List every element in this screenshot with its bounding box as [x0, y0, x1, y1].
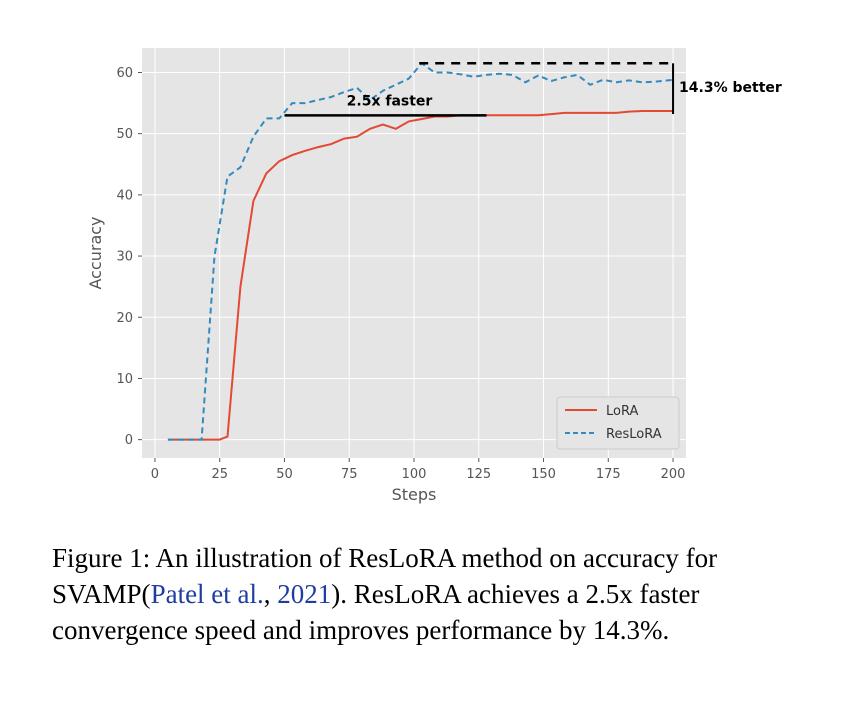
x-axis-label: Steps: [392, 485, 437, 504]
y-tick-label: 10: [116, 372, 133, 387]
x-tick-label: 200: [661, 467, 686, 482]
x-tick-label: 125: [466, 467, 491, 482]
y-axis-label: Accuracy: [86, 216, 105, 289]
legend: LoRA ResLoRA: [556, 396, 680, 450]
y-tick-label: 30: [116, 250, 133, 265]
caption-cite-separator: ,: [263, 579, 278, 609]
y-tick-label: 0: [125, 433, 133, 448]
y-tick-label: 60: [116, 66, 133, 81]
x-tick-label: 0: [151, 467, 159, 482]
x-tick-label: 100: [402, 467, 427, 482]
faster-annotation: 2.5x faster: [347, 93, 433, 109]
accuracy-line-chart: 0 25 50 75 100 125 150 175 200 0 10 20 30 40 50 60 2.5x…: [86, 48, 782, 504]
x-tick-label: 25: [211, 467, 228, 482]
annotations: 2.5x faster 14.3% better: [284, 62, 782, 117]
caption-suffix: ). ResLoRA achieves a 2.5x faster conver…: [52, 579, 700, 645]
axis-ticks: 0 25 50 75 100 125 150 175 200 0 10 20 30 40 50 60: [116, 66, 685, 482]
x-tick-label: 175: [596, 467, 621, 482]
x-tick-label: 150: [531, 467, 556, 482]
citation-author-link[interactable]: Patel et al.: [150, 579, 264, 609]
better-annotation: 14.3% better: [679, 80, 782, 96]
series-line-lora: [167, 110, 673, 441]
x-tick-label: 50: [276, 467, 293, 482]
legend-lora-label: LoRA: [606, 404, 638, 419]
x-tick-label: 75: [341, 467, 358, 482]
y-tick-label: 20: [116, 311, 133, 326]
caption-prefix: Figure 1: An illustration of ResLoRA met…: [52, 543, 718, 609]
legend-reslora-label: ResLoRA: [606, 427, 662, 442]
figure-caption: Figure 1: An illustration of ResLoRA met…: [52, 540, 792, 648]
citation-year-link[interactable]: 2021: [277, 579, 332, 609]
y-tick-label: 40: [116, 188, 133, 203]
y-tick-label: 50: [116, 127, 133, 142]
